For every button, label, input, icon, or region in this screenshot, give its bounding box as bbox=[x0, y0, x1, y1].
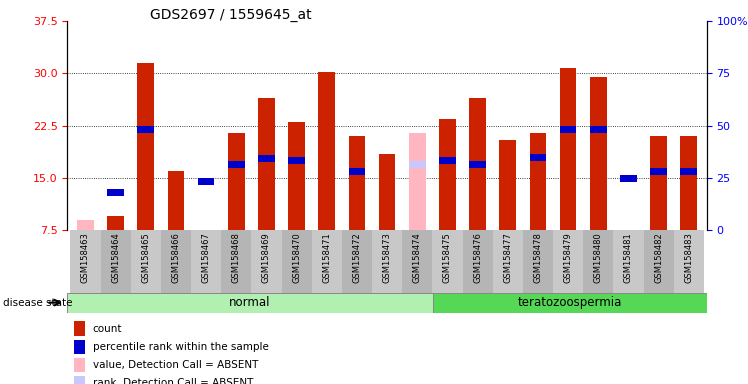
Bar bbox=[409, 161, 426, 167]
Bar bbox=[462, 227, 493, 294]
Text: GSM158466: GSM158466 bbox=[171, 232, 180, 283]
Bar bbox=[530, 154, 546, 161]
Bar bbox=[493, 227, 523, 294]
Bar bbox=[439, 119, 456, 230]
Bar bbox=[73, 321, 85, 336]
Bar bbox=[251, 227, 281, 294]
Text: GSM158475: GSM158475 bbox=[443, 232, 452, 283]
Bar bbox=[530, 133, 546, 230]
Bar bbox=[613, 227, 643, 294]
Text: count: count bbox=[93, 323, 122, 334]
Bar bbox=[161, 227, 191, 294]
Bar bbox=[168, 171, 184, 230]
Text: GSM158471: GSM158471 bbox=[322, 232, 331, 283]
Bar bbox=[191, 227, 221, 294]
Bar bbox=[523, 227, 553, 294]
Bar bbox=[281, 227, 312, 294]
Bar bbox=[100, 227, 131, 294]
Bar bbox=[258, 155, 275, 162]
Bar bbox=[70, 227, 100, 294]
Text: GSM158472: GSM158472 bbox=[352, 232, 361, 283]
Bar bbox=[583, 227, 613, 294]
Bar bbox=[500, 140, 516, 230]
Bar bbox=[553, 227, 583, 294]
Bar bbox=[650, 136, 667, 230]
Bar bbox=[674, 227, 704, 294]
Bar bbox=[138, 126, 154, 133]
Bar bbox=[681, 136, 697, 230]
Bar bbox=[138, 63, 154, 230]
Bar bbox=[197, 178, 215, 185]
Text: GSM158479: GSM158479 bbox=[563, 232, 572, 283]
Text: GSM158473: GSM158473 bbox=[382, 232, 392, 283]
Bar bbox=[469, 98, 486, 230]
Text: GSM158468: GSM158468 bbox=[232, 232, 241, 283]
Text: GSM158464: GSM158464 bbox=[111, 232, 120, 283]
Bar bbox=[258, 98, 275, 230]
Text: GSM158465: GSM158465 bbox=[141, 232, 150, 283]
Bar bbox=[378, 154, 396, 230]
Bar bbox=[73, 358, 85, 372]
Bar bbox=[312, 227, 342, 294]
Bar bbox=[590, 126, 607, 133]
Text: disease state: disease state bbox=[3, 298, 73, 308]
Bar bbox=[319, 72, 335, 230]
Text: percentile rank within the sample: percentile rank within the sample bbox=[93, 342, 269, 352]
Text: normal: normal bbox=[230, 296, 271, 310]
Bar bbox=[67, 293, 433, 313]
Bar bbox=[342, 227, 372, 294]
Bar bbox=[107, 189, 124, 195]
Text: GSM158478: GSM158478 bbox=[533, 232, 542, 283]
Text: rank, Detection Call = ABSENT: rank, Detection Call = ABSENT bbox=[93, 378, 253, 384]
Bar bbox=[432, 227, 462, 294]
Bar bbox=[372, 227, 402, 294]
Bar bbox=[650, 167, 667, 175]
Text: GDS2697 / 1559645_at: GDS2697 / 1559645_at bbox=[150, 8, 311, 22]
Text: GSM158481: GSM158481 bbox=[624, 232, 633, 283]
Bar bbox=[288, 157, 305, 164]
Bar bbox=[433, 293, 707, 313]
Bar bbox=[643, 227, 674, 294]
Bar bbox=[73, 339, 85, 354]
Text: GSM158470: GSM158470 bbox=[292, 232, 301, 283]
Bar bbox=[469, 161, 486, 167]
Text: value, Detection Call = ABSENT: value, Detection Call = ABSENT bbox=[93, 360, 258, 370]
Bar bbox=[349, 136, 365, 230]
Text: GSM158474: GSM158474 bbox=[413, 232, 422, 283]
Bar bbox=[228, 161, 245, 167]
Bar bbox=[288, 122, 305, 230]
Text: GSM158476: GSM158476 bbox=[473, 232, 482, 283]
Text: GSM158469: GSM158469 bbox=[262, 232, 271, 283]
Text: teratozoospermia: teratozoospermia bbox=[518, 296, 622, 310]
Bar bbox=[439, 157, 456, 164]
Bar bbox=[131, 227, 161, 294]
Bar bbox=[349, 167, 365, 175]
Bar bbox=[681, 167, 697, 175]
Bar bbox=[77, 220, 94, 230]
Bar bbox=[409, 133, 426, 230]
Text: GSM158482: GSM158482 bbox=[654, 232, 663, 283]
Bar bbox=[228, 133, 245, 230]
Text: GSM158477: GSM158477 bbox=[503, 232, 512, 283]
Bar bbox=[560, 126, 577, 133]
Bar bbox=[73, 376, 85, 384]
Text: GSM158483: GSM158483 bbox=[684, 232, 693, 283]
Text: GSM158467: GSM158467 bbox=[202, 232, 211, 283]
Bar bbox=[221, 227, 251, 294]
Bar bbox=[560, 68, 577, 230]
Bar bbox=[590, 77, 607, 230]
Bar bbox=[107, 217, 124, 230]
Bar bbox=[402, 227, 432, 294]
Bar bbox=[620, 175, 637, 182]
Text: GSM158463: GSM158463 bbox=[81, 232, 90, 283]
Text: GSM158480: GSM158480 bbox=[594, 232, 603, 283]
